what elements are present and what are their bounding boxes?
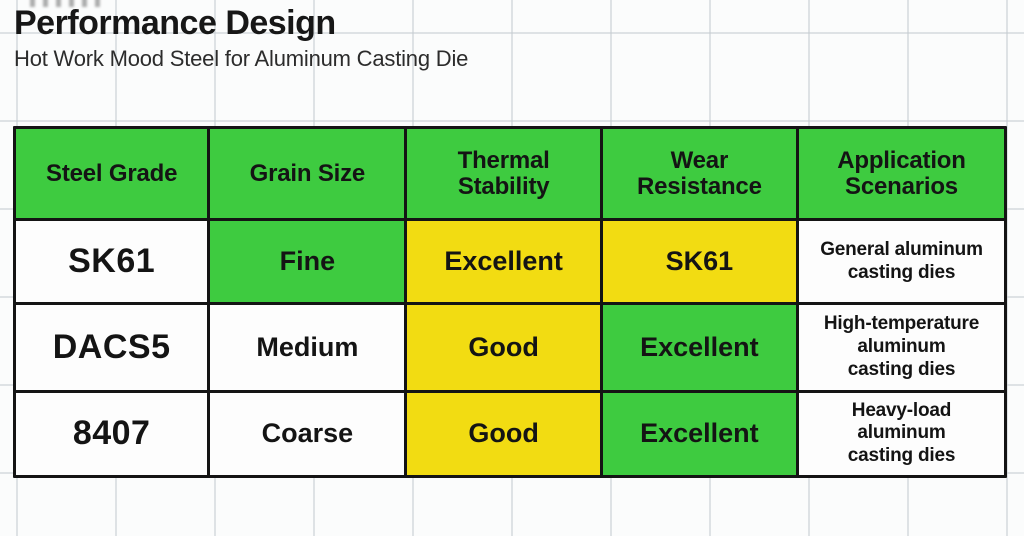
table-cell-r0-c4: General aluminum casting dies	[798, 221, 1004, 303]
header-cell-3: Wear Resistance	[602, 129, 796, 219]
page-subtitle: Hot Work Mood Steel for Aluminum Casting…	[14, 46, 469, 72]
header-cell-0: Steel Grade	[16, 129, 208, 219]
table-cell-r2-c1: Coarse	[210, 392, 405, 475]
table-cell-r1-c1: Medium	[210, 305, 405, 390]
performance-table: Steel Grade Grain Size Thermal Stability We…	[13, 126, 1007, 478]
table-cell-r2-c4: Heavy-load aluminum casting dies	[798, 392, 1004, 475]
header-cell-1: Grain Size	[210, 129, 405, 219]
table-cell-r0-c1: Fine	[210, 221, 405, 303]
title-block: Performance Design Hot Work Mood Steel f…	[14, 4, 468, 72]
table-cell-r2-c2: Good	[407, 392, 600, 475]
table-cell-r2-c3: Excellent	[602, 392, 796, 475]
table-cell-r2-c0: 8407	[16, 392, 208, 475]
table-cell-r0-c3: SK61	[602, 221, 796, 303]
header-cell-4: Application Scenarios	[798, 129, 1004, 219]
page-title: Performance Design	[14, 4, 336, 42]
table-cell-r1-c0: DACS5	[16, 305, 208, 390]
table-cell-r0-c0: SK61	[16, 221, 208, 303]
table-cell-r1-c2: Good	[407, 305, 600, 390]
table-cell-r1-c3: Excellent	[602, 305, 796, 390]
table-cell-r1-c4: High-temperature aluminum casting dies	[798, 305, 1004, 390]
header-cell-2: Thermal Stability	[407, 129, 600, 219]
table-cell-r0-c2: Excellent	[407, 221, 600, 303]
